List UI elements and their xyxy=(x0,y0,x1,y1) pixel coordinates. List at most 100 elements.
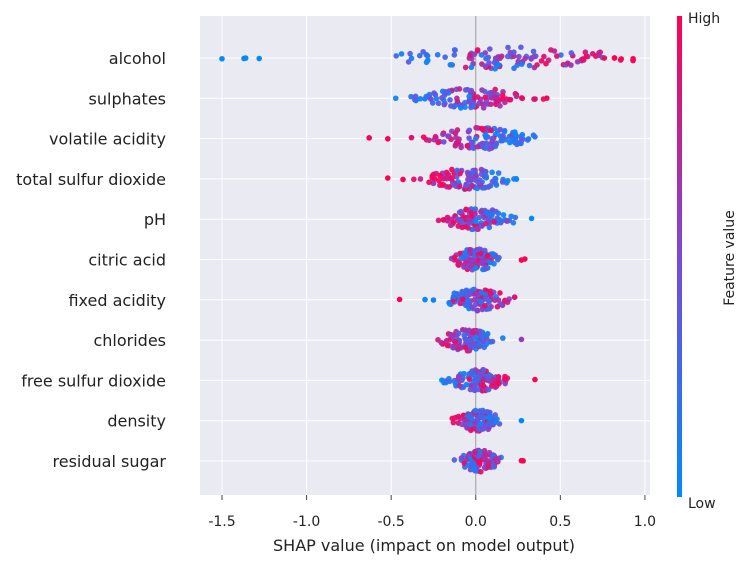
shap-point xyxy=(468,369,474,376)
shap-point xyxy=(495,62,502,68)
shap-point xyxy=(526,62,533,69)
shap-point xyxy=(493,140,500,147)
shap-point xyxy=(518,95,525,101)
shap-point xyxy=(502,380,509,387)
shap-point xyxy=(461,262,467,268)
shap-point xyxy=(482,50,489,56)
shap-point-outlier xyxy=(422,296,428,303)
shap-point xyxy=(456,183,463,190)
shap-point xyxy=(451,52,458,58)
shap-point xyxy=(504,218,510,224)
shap-point xyxy=(488,420,494,427)
shap-point-outlier xyxy=(366,135,372,141)
shap-point xyxy=(444,378,450,384)
shap-point xyxy=(486,305,493,312)
shap-point xyxy=(485,464,492,470)
x-tick-label: -1.5 xyxy=(208,514,235,530)
shap-point-outlier xyxy=(400,176,406,183)
shap-point xyxy=(490,251,496,257)
shap-point xyxy=(416,52,423,59)
shap-point xyxy=(417,95,424,102)
shap-point xyxy=(532,134,538,140)
shap-point xyxy=(431,175,438,182)
shap-point xyxy=(474,47,481,53)
shap-point xyxy=(502,99,508,106)
shap-point xyxy=(449,175,455,181)
feature-label: total sulfur dioxide xyxy=(16,170,166,189)
shap-point xyxy=(480,339,487,345)
shap-point xyxy=(468,64,475,71)
shap-point xyxy=(487,127,494,134)
shap-point xyxy=(466,135,472,141)
shap-point-outlier xyxy=(396,296,403,303)
shap-point xyxy=(465,462,472,469)
shap-point xyxy=(425,57,431,64)
shap-point xyxy=(469,183,476,189)
shap-point xyxy=(467,247,473,253)
shap-point xyxy=(476,246,482,253)
shap-point xyxy=(476,459,483,466)
shap-point xyxy=(483,332,490,339)
shap-point xyxy=(481,101,488,108)
shap-point xyxy=(484,210,491,217)
shap-point xyxy=(511,138,518,145)
shap-point xyxy=(495,297,502,303)
shap-point xyxy=(479,259,485,266)
shap-point xyxy=(487,338,493,345)
shap-point xyxy=(495,170,502,176)
shap-point xyxy=(474,143,481,150)
shap-point xyxy=(491,90,497,97)
feature-label: pH xyxy=(144,210,166,229)
shap-point xyxy=(452,339,459,345)
shap-point xyxy=(525,136,532,142)
feature-label: density xyxy=(107,412,166,431)
shap-point xyxy=(495,210,502,217)
shap-point xyxy=(481,456,488,463)
shap-point xyxy=(468,89,475,95)
shap-point xyxy=(490,376,497,383)
shap-point xyxy=(479,306,486,313)
shap-point xyxy=(497,103,503,109)
shap-point xyxy=(548,47,554,53)
shap-point xyxy=(439,182,446,188)
shap-point xyxy=(430,171,437,178)
shap-point xyxy=(455,345,462,352)
shap-point xyxy=(466,376,473,383)
shap-point xyxy=(464,143,471,149)
colorbar-title: Feature value xyxy=(722,210,738,306)
shap-point xyxy=(462,64,469,71)
shap-point xyxy=(458,144,464,151)
shap-point xyxy=(447,332,454,338)
shap-point xyxy=(439,95,445,101)
shap-point xyxy=(470,257,476,264)
shap-point xyxy=(494,303,501,310)
shap-point xyxy=(479,414,485,420)
shap-point xyxy=(473,226,480,232)
shap-point xyxy=(494,94,501,101)
shap-point xyxy=(407,50,413,57)
shap-point xyxy=(467,288,474,295)
shap-point xyxy=(486,46,493,52)
shap-point xyxy=(543,60,549,67)
shap-point xyxy=(487,259,494,266)
shap-point xyxy=(482,88,488,95)
data-points xyxy=(219,44,636,475)
shap-point xyxy=(478,426,485,433)
shap-point xyxy=(468,262,475,269)
shap-point-outlier xyxy=(384,135,391,142)
shap-point xyxy=(490,462,497,469)
shap-point xyxy=(583,53,590,60)
shap-point xyxy=(472,177,479,183)
shap-point xyxy=(482,94,489,101)
shap-point xyxy=(466,127,473,134)
shap-point xyxy=(472,367,479,373)
shap-point xyxy=(446,184,453,190)
shap-point xyxy=(595,52,602,59)
shap-point xyxy=(417,176,424,182)
shap-point xyxy=(453,141,459,148)
shap-point xyxy=(518,44,524,51)
shap-point xyxy=(426,137,432,144)
shap-point xyxy=(478,166,485,173)
feature-label: sulphates xyxy=(89,89,166,108)
